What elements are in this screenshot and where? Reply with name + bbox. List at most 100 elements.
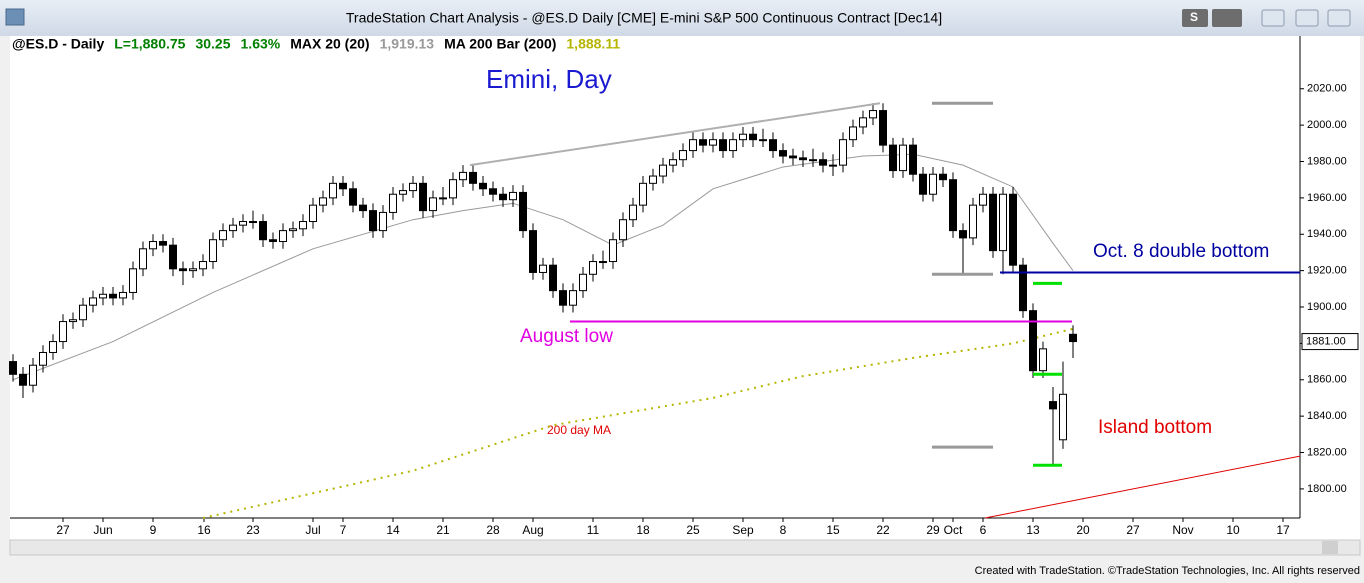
candle-body <box>639 182 647 206</box>
y-tick-label: 1920.00 <box>1307 265 1347 277</box>
scrollbar[interactable] <box>9 539 1361 556</box>
candle-body <box>259 221 267 241</box>
candle-body <box>1069 333 1077 343</box>
app-icon <box>5 8 25 26</box>
maximize-button[interactable] <box>1295 9 1319 27</box>
moving-average <box>202 327 1074 519</box>
plot-layer <box>9 101 1301 519</box>
candle-body <box>939 173 947 181</box>
x-tick-label: 23 <box>246 523 260 537</box>
candle-body <box>849 126 857 141</box>
chart-title: Emini, Day <box>486 64 612 94</box>
candle-body <box>319 197 327 206</box>
candle-body <box>539 264 547 273</box>
candle-body <box>1049 401 1057 410</box>
candle-body <box>579 273 587 292</box>
candle-body <box>889 144 897 172</box>
y-tick-label: 1940.00 <box>1307 228 1347 240</box>
candle-body <box>59 321 67 343</box>
candle-body <box>79 304 87 321</box>
annotation: August low <box>520 326 613 347</box>
candle-body <box>989 193 997 252</box>
symbol-button-label: S <box>1190 10 1198 24</box>
candle-body <box>929 173 937 195</box>
legend-item: 1.63% <box>241 36 281 52</box>
candle-body <box>769 139 777 152</box>
legend-item: 1,888.11 <box>566 36 620 52</box>
candle-body <box>749 133 757 141</box>
candle-body <box>879 110 887 146</box>
legend-item: MAX 20 (20) <box>290 36 369 52</box>
candle-body <box>139 248 147 270</box>
x-tick-label: 27 <box>1126 523 1140 537</box>
candle-body <box>709 139 717 146</box>
candle-body <box>589 261 597 275</box>
candle-body <box>509 191 517 201</box>
y-tick-label: 1980.00 <box>1307 155 1347 167</box>
menu-button[interactable] <box>1212 9 1242 27</box>
candle-body <box>329 182 337 199</box>
x-tick-label: 18 <box>636 523 650 537</box>
moving-average <box>12 153 1074 381</box>
legend-item: MA 200 Bar (200) <box>444 36 556 52</box>
legend-item: @ES.D - Daily <box>12 36 104 52</box>
candle-body <box>129 268 137 293</box>
minimize-button[interactable] <box>1261 9 1285 27</box>
candle-body <box>349 188 357 206</box>
candle-body <box>459 171 467 181</box>
candle-body <box>499 193 507 201</box>
candle-body <box>999 193 1007 252</box>
annotation: Island bottom <box>1098 417 1212 438</box>
last-price-label: 1881.00 <box>1306 335 1346 347</box>
candle-body <box>549 264 557 292</box>
candle-body <box>159 241 167 246</box>
close-button[interactable] <box>1327 9 1351 27</box>
candle-body <box>229 224 237 232</box>
x-tick-label: 28 <box>486 523 500 537</box>
plot-area <box>10 36 1300 518</box>
candle-body <box>569 290 577 306</box>
y-tick-label: 1860.00 <box>1307 374 1347 386</box>
x-tick-label: Oct <box>944 523 963 537</box>
candle-body <box>899 144 907 172</box>
y-tick-label: 1900.00 <box>1307 301 1347 313</box>
x-tick-label: 13 <box>1026 523 1040 537</box>
candle-body <box>239 221 247 226</box>
candle-body <box>9 361 17 375</box>
y-tick-label: 1840.00 <box>1307 410 1347 422</box>
last-price-box <box>1301 333 1359 351</box>
legend-item: 1,919.13 <box>380 36 435 52</box>
candle-body <box>649 175 657 184</box>
x-tick-label: 14 <box>386 523 400 537</box>
candle-body <box>369 210 377 232</box>
candle-body <box>599 261 607 264</box>
candle-body <box>819 159 827 166</box>
x-tick-label: 9 <box>150 523 157 537</box>
candle-body <box>679 150 687 161</box>
candle-body <box>39 351 47 366</box>
x-tick-label: 15 <box>826 523 840 537</box>
x-tick-label: 27 <box>56 523 70 537</box>
x-tick-label: 6 <box>980 523 987 537</box>
x-tick-label: 21 <box>436 523 450 537</box>
candle-body <box>479 182 487 190</box>
x-tick-label: Sep <box>732 523 754 537</box>
candle-body <box>199 261 207 270</box>
candle-body <box>519 191 527 232</box>
scroll-thumb[interactable] <box>1322 541 1338 554</box>
candle-body <box>609 239 617 263</box>
candle-body <box>179 268 187 272</box>
candle-body <box>669 159 677 166</box>
price-axis <box>1300 36 1360 518</box>
x-tick-label: Aug <box>522 523 543 537</box>
candle-body <box>809 159 817 162</box>
legend: @ES.D - Daily L=1,880.75 30.25 1.63% MAX 20 … <box>12 36 620 52</box>
candle-body <box>689 139 697 152</box>
candle-body <box>779 150 787 157</box>
symbol-button[interactable] <box>1182 9 1208 27</box>
candle-body <box>279 230 287 243</box>
x-tick-label: Nov <box>1172 523 1193 537</box>
candle-body <box>409 182 417 192</box>
candle-body <box>269 239 277 243</box>
candle-body <box>559 290 567 306</box>
